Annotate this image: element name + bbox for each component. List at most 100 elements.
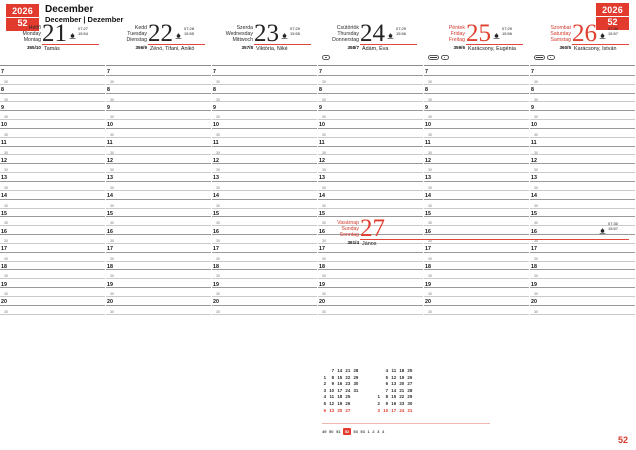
mini-calendar-day[interactable]: 14: [391, 387, 397, 393]
hour-row[interactable]: 10: [0, 120, 105, 129]
hour-row[interactable]: 17: [0, 244, 105, 253]
half-hour-row[interactable]: 30: [106, 111, 211, 121]
mini-calendar-day[interactable]: 27: [407, 381, 413, 387]
week-number[interactable]: 50: [329, 429, 334, 434]
half-hour-row[interactable]: 30: [530, 164, 635, 174]
mini-calendar-day[interactable]: 15: [391, 394, 397, 400]
hour-row[interactable]: 19: [424, 279, 529, 289]
half-hour-row[interactable]: 30: [212, 164, 317, 174]
half-hour-row[interactable]: 30: [106, 235, 211, 244]
half-hour-row[interactable]: 30: [318, 235, 423, 244]
hour-row[interactable]: 19: [318, 279, 423, 289]
hour-row[interactable]: 14: [318, 191, 423, 200]
hour-row[interactable]: 14: [106, 191, 211, 200]
hour-row[interactable]: 13: [318, 173, 423, 182]
half-hour-row[interactable]: 30: [424, 253, 529, 262]
half-hour-row[interactable]: 30: [424, 182, 529, 191]
hour-row[interactable]: 13: [424, 173, 529, 182]
mini-calendar-day[interactable]: 25: [407, 368, 413, 373]
hour-row[interactable]: 18: [212, 262, 317, 271]
half-hour-row[interactable]: 30: [318, 111, 423, 121]
hour-row[interactable]: 9: [106, 102, 211, 112]
mini-calendar-day[interactable]: 0: [352, 401, 360, 408]
mini-calendar-day[interactable]: 17: [391, 407, 397, 413]
half-hour-row[interactable]: 30: [424, 129, 529, 138]
half-hour-row[interactable]: 30: [530, 147, 635, 156]
hour-row[interactable]: 16: [318, 226, 423, 236]
hour-row[interactable]: 18: [424, 262, 529, 271]
mini-calendar-day[interactable]: 26: [407, 374, 413, 380]
half-hour-row[interactable]: 30: [0, 270, 105, 280]
half-hour-row[interactable]: 30: [212, 94, 317, 103]
mini-calendar-day[interactable]: 1: [323, 374, 327, 380]
half-hour-row[interactable]: 30: [318, 217, 423, 227]
half-hour-row[interactable]: 30: [530, 129, 635, 138]
mini-calendar-day[interactable]: 29: [353, 374, 359, 380]
hour-row[interactable]: 17: [106, 244, 211, 253]
mini-calendar-day[interactable]: 0: [352, 408, 360, 415]
half-hour-row[interactable]: 30: [530, 94, 635, 103]
hour-row[interactable]: 8: [0, 85, 105, 94]
half-hour-row[interactable]: 30: [530, 217, 635, 227]
mini-calendar-day[interactable]: 4: [385, 368, 389, 373]
half-hour-row[interactable]: 30: [424, 147, 529, 156]
mini-calendar-day[interactable]: 20: [399, 381, 405, 387]
hour-row[interactable]: 19: [0, 279, 105, 289]
hour-row[interactable]: 16: [424, 226, 529, 236]
half-hour-row[interactable]: 30: [0, 253, 105, 262]
mini-calendar-day[interactable]: 23: [345, 381, 351, 387]
half-hour-row[interactable]: 30: [212, 217, 317, 227]
half-hour-row[interactable]: 30: [106, 288, 211, 297]
mini-calendar-day[interactable]: 11: [391, 368, 397, 373]
half-hour-row[interactable]: 30: [212, 76, 317, 85]
half-hour-row[interactable]: 30: [212, 253, 317, 262]
mini-calendar-day[interactable]: 5: [323, 400, 327, 406]
hour-row[interactable]: 9: [0, 102, 105, 112]
hour-row[interactable]: 17: [318, 244, 423, 253]
half-hour-row[interactable]: 30: [0, 94, 105, 103]
mini-calendar-day[interactable]: 4: [323, 394, 327, 400]
hour-row[interactable]: 20: [424, 297, 529, 306]
mini-calendar-day[interactable]: 17: [337, 387, 343, 393]
half-hour-row[interactable]: 30: [424, 235, 529, 244]
mini-calendar-day[interactable]: 14: [337, 368, 343, 373]
half-hour-row[interactable]: 30: [424, 270, 529, 280]
hour-row[interactable]: 12: [106, 155, 211, 165]
half-hour-row[interactable]: 30: [530, 306, 635, 315]
half-hour-row[interactable]: 30: [212, 111, 317, 121]
hour-row[interactable]: 20: [0, 297, 105, 306]
mini-calendar-day[interactable]: 11: [329, 394, 335, 400]
half-hour-row[interactable]: 30: [424, 200, 529, 209]
week-number[interactable]: 53: [360, 429, 365, 434]
mini-calendar-day[interactable]: 8: [331, 374, 335, 380]
mini-calendar-day[interactable]: 9: [385, 400, 389, 406]
mini-calendar-day[interactable]: 31: [407, 407, 413, 413]
hour-row[interactable]: 8: [424, 85, 529, 94]
hour-row[interactable]: 13: [530, 173, 635, 182]
hour-row[interactable]: 16: [530, 226, 635, 236]
hour-row[interactable]: 15: [0, 209, 105, 218]
hour-row[interactable]: 14: [212, 191, 317, 200]
hour-row[interactable]: 8: [212, 85, 317, 94]
mini-calendar-day[interactable]: 12: [329, 400, 335, 406]
hour-row[interactable]: 15: [212, 209, 317, 218]
half-hour-row[interactable]: 30: [424, 94, 529, 103]
mini-calendar-day[interactable]: 28: [407, 387, 413, 393]
hour-row[interactable]: 19: [106, 279, 211, 289]
half-hour-row[interactable]: 30: [0, 182, 105, 191]
half-hour-row[interactable]: 30: [0, 76, 105, 85]
half-hour-row[interactable]: 30: [106, 200, 211, 209]
week-number[interactable]: 2: [372, 429, 375, 434]
mini-calendar-day[interactable]: 7: [385, 387, 389, 393]
half-hour-row[interactable]: 30: [424, 164, 529, 174]
hour-row[interactable]: 18: [0, 262, 105, 271]
half-hour-row[interactable]: 30: [318, 288, 423, 297]
mini-calendar-day[interactable]: 5: [385, 374, 389, 380]
half-hour-row[interactable]: 30: [424, 288, 529, 297]
half-hour-row[interactable]: 30: [106, 217, 211, 227]
mini-calendar-day[interactable]: 25: [345, 394, 351, 400]
half-hour-row[interactable]: 30: [530, 270, 635, 280]
mini-calendar-day[interactable]: 10: [329, 387, 335, 393]
half-hour-row[interactable]: 30: [530, 288, 635, 297]
half-hour-row[interactable]: 30: [106, 164, 211, 174]
